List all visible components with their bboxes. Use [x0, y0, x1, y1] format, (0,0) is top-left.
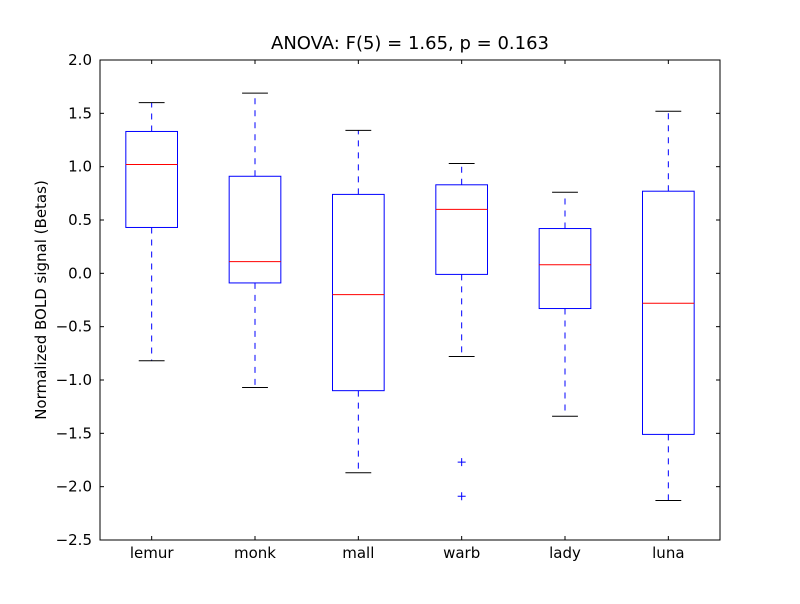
x-tick-label: mall: [342, 544, 374, 562]
plot-frame: [99, 59, 721, 541]
y-tick-label: 2.0: [68, 51, 92, 69]
x-tick-label: warb: [443, 544, 480, 562]
box-lemur: [125, 130, 179, 228]
y-axis-label: Normalized BOLD signal (Betas): [32, 180, 50, 420]
y-tick-label: −2.0: [56, 478, 92, 496]
y-tick-label: 0.5: [68, 211, 92, 229]
chart-title: ANOVA: F(5) = 1.65, p = 0.163: [271, 33, 549, 54]
box-lady: [538, 228, 592, 310]
flier-point: [457, 492, 466, 501]
y-tick-label: 1.0: [68, 158, 92, 176]
y-tick-label: −0.5: [56, 318, 92, 336]
y-tick-label: −1.0: [56, 371, 92, 389]
x-tick-label: luna: [652, 544, 684, 562]
y-tick-label: 1.5: [68, 104, 92, 122]
x-tick-label: monk: [234, 544, 276, 562]
x-tick-label: lady: [549, 544, 581, 562]
box-mall: [332, 193, 385, 392]
y-tick-label: 0.0: [68, 264, 92, 282]
box-monk: [228, 175, 282, 284]
flier-point: [457, 458, 466, 467]
y-tick-label: −2.5: [56, 531, 92, 549]
y-tick-label: −1.5: [56, 424, 92, 442]
x-tick-label: lemur: [130, 544, 175, 562]
box-luna: [642, 190, 695, 435]
box-warb: [435, 184, 489, 275]
